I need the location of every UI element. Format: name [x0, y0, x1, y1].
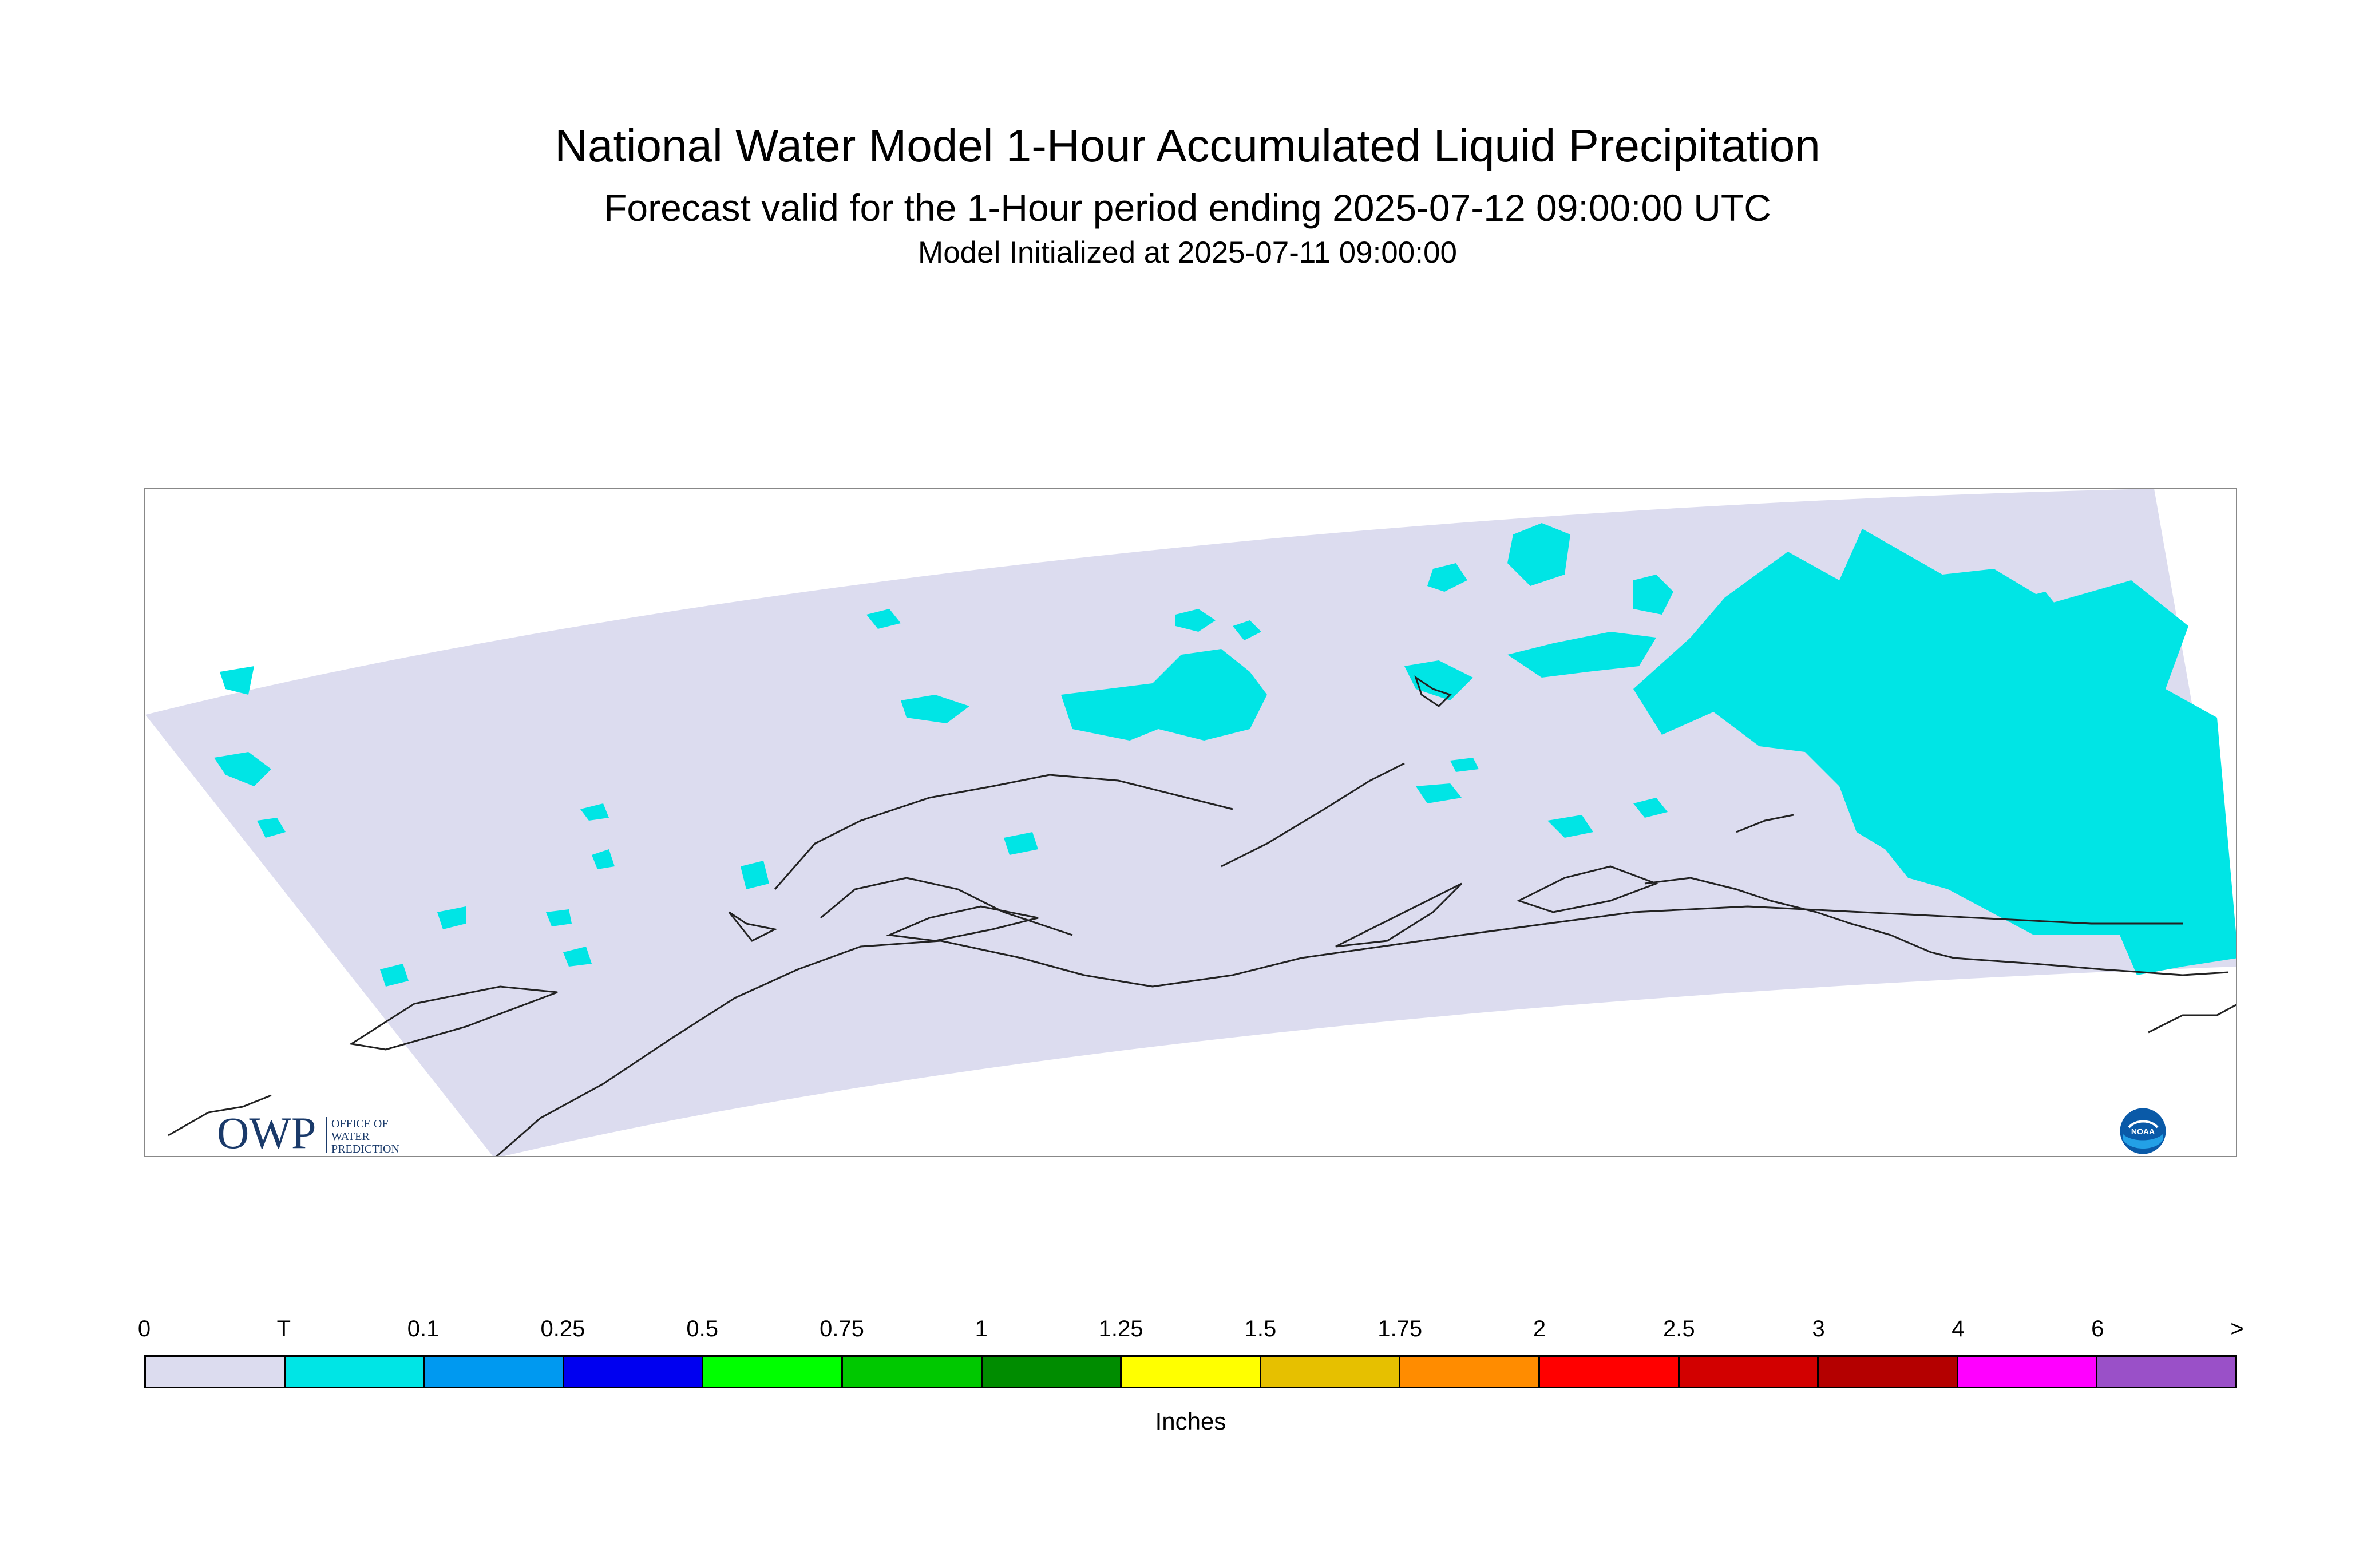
legend-tick-label: 1	[975, 1316, 988, 1341]
legend-tick-label: 2	[1533, 1316, 1546, 1341]
map-panel: OWP OFFICE OF WATER PREDICTION NOAA	[144, 488, 2237, 1157]
forecast-valid-subtitle: Forecast valid for the 1-Hour period end…	[604, 187, 1771, 229]
legend-swatch	[285, 1357, 425, 1387]
noaa-logo: NOAA	[2119, 1107, 2167, 1155]
legend-swatch	[1261, 1357, 1401, 1387]
legend-tick-label: 6	[2091, 1316, 2104, 1341]
coastline-lines	[168, 675, 2236, 1156]
owp-logo: OWP OFFICE OF WATER PREDICTION	[217, 1108, 429, 1157]
legend-swatch	[1539, 1357, 1680, 1387]
legend-swatch	[1400, 1357, 1540, 1387]
legend-color-bar	[144, 1355, 2237, 1388]
legend-swatch	[1819, 1357, 1958, 1387]
legend-swatch	[2097, 1357, 2235, 1387]
owp-logo-text-1: OFFICE OF	[331, 1118, 388, 1130]
legend-tick-label: 4	[1952, 1316, 1965, 1341]
legend-tick-label: 3	[1812, 1316, 1825, 1341]
legend-swatch	[703, 1357, 843, 1387]
legend-swatch	[1679, 1357, 1819, 1387]
legend-tick-label: 0.25	[540, 1316, 585, 1341]
legend-tick-label: >	[2230, 1316, 2244, 1341]
owp-logo-mark: OWP	[217, 1111, 316, 1157]
legend-swatch	[1122, 1357, 1261, 1387]
legend-tick-label: 1.5	[1244, 1316, 1277, 1341]
precipitation-map	[145, 489, 2236, 1156]
legend-tick-label: 1.25	[1098, 1316, 1143, 1341]
page-title: National Water Model 1-Hour Accumulated …	[555, 120, 1820, 171]
noaa-logo-text: NOAA	[2131, 1127, 2155, 1136]
precip-legend: 0 T 0.1 0.25 0.5 0.75 1 1.25 1.5 1.75 2 2.5 3 4 6 > Inc…	[138, 1316, 2244, 1442]
legend-tick-label: T	[276, 1316, 291, 1341]
legend-swatch	[564, 1357, 704, 1387]
owp-logo-text-2: WATER	[331, 1130, 370, 1143]
legend-units-label: Inches	[1155, 1408, 1226, 1435]
legend-tick-label: 2.5	[1662, 1316, 1695, 1341]
legend-tick-label: 0	[137, 1316, 151, 1341]
model-init-time: Model Initialized at 2025-07-11 09:00:00	[918, 236, 1457, 270]
legend-tick-label: 1.75	[1378, 1316, 1423, 1341]
legend-tick-label: 0.75	[820, 1316, 864, 1341]
precip-trace-areas	[214, 523, 2236, 987]
legend-swatch	[1958, 1357, 2098, 1387]
legend-tick-label: 0.5	[686, 1316, 718, 1341]
owp-logo-text-3: PREDICTION	[331, 1143, 399, 1155]
legend-swatch	[425, 1357, 564, 1387]
legend-swatch	[146, 1357, 286, 1387]
legend-swatch	[842, 1357, 983, 1387]
legend-swatch	[982, 1357, 1122, 1387]
legend-tick-label: 0.1	[407, 1316, 440, 1341]
